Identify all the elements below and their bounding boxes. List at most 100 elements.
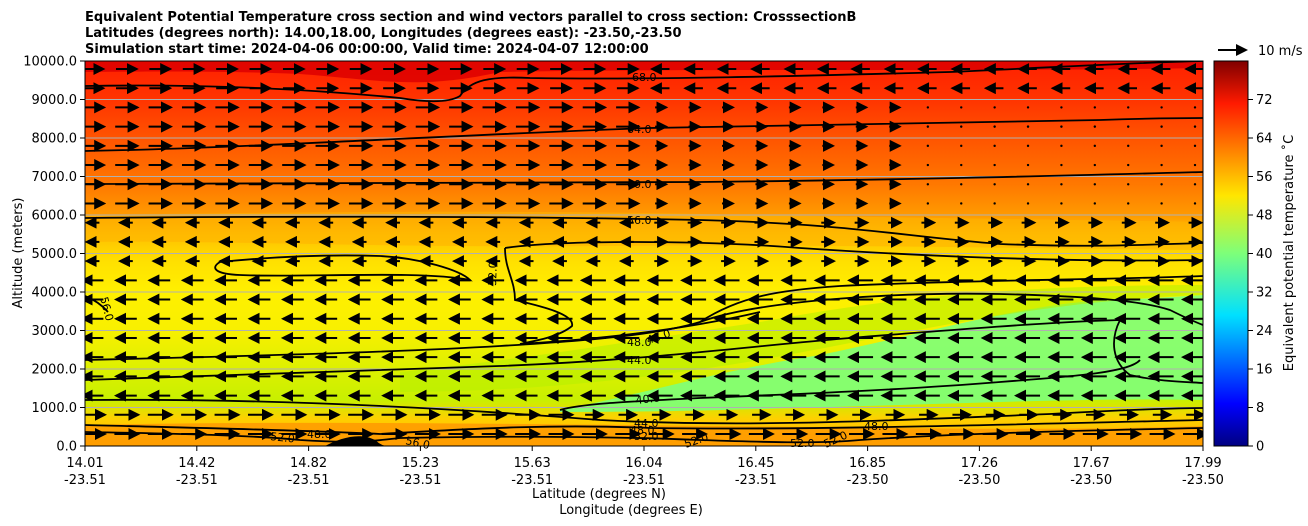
x-tick-label-lon: -23.51 (64, 473, 106, 488)
colorbar-tick-label: 8 (1256, 401, 1264, 416)
y-tick-label: 8000.0 (32, 132, 78, 147)
x-tick-label-lon: -23.50 (1070, 473, 1112, 488)
colorbar-tick-label: 24 (1256, 324, 1273, 339)
colorbar-tick-label: 0 (1256, 440, 1264, 455)
x-tick-label-lon: -23.51 (623, 473, 665, 488)
wind-vector (1160, 202, 1163, 205)
wind-vector (993, 106, 996, 109)
y-tick-label: 2000.0 (32, 363, 78, 378)
wind-vector (1026, 163, 1030, 167)
wind-vector (1127, 106, 1130, 109)
wind-vector (1127, 144, 1130, 148)
wind-vector (1193, 144, 1197, 148)
contour-label-48-a: 48.0 (627, 336, 652, 349)
wind-vector (1026, 125, 1030, 128)
contour-label-52-vertical: 52.0 (486, 261, 500, 286)
contour-label-48-low: 48.0 (630, 424, 655, 437)
wind-vector (926, 144, 930, 148)
contour-plot-area (85, 61, 1203, 446)
colorbar-tick-label: 72 (1256, 93, 1273, 108)
wind-vector (1026, 144, 1030, 148)
wind-vector (1127, 202, 1130, 205)
chart-title-line-1: Equivalent Potential Temperature cross s… (85, 10, 856, 25)
y-tick-label: 7000.0 (32, 170, 78, 185)
contour-label-48-left: 48.0 (307, 428, 332, 441)
x-tick-label-lat: 17.99 (1184, 456, 1221, 471)
wind-vector (993, 144, 996, 148)
x-tick-label-lon: -23.51 (735, 473, 777, 488)
x-axis: 14.01 -23.51 14.42 -23.51 14.82 -23.51 15.23 -2… (64, 446, 1224, 488)
contour-label-64: 64.0 (627, 123, 652, 136)
y-tick-label: 6000.0 (32, 209, 78, 224)
x-tick-label-lat: 15.23 (402, 456, 439, 471)
wind-vector (1160, 163, 1163, 167)
wind-vector (1060, 163, 1063, 167)
y-axis: 0.0 1000.0 2000.0 3000.0 4000.0 5000.0 6000.0 7… (23, 55, 85, 455)
contour-label-56-surface: 56.0 (404, 434, 431, 452)
wind-vector (1093, 163, 1097, 167)
chart-title-line-2: Latitudes (degrees north): 14.00,18.00, … (85, 26, 682, 41)
contour-label-52-left: 52.0 (270, 430, 296, 445)
wind-vectors (85, 63, 1203, 440)
wind-vector (1127, 163, 1130, 167)
wind-vector (1193, 125, 1197, 128)
wind-vector (1093, 183, 1097, 186)
y-tick-label: 5000.0 (32, 247, 78, 262)
wind-vector (1160, 144, 1163, 148)
chart-title-line-3: Simulation start time: 2024-04-06 00:00:… (85, 42, 649, 57)
wind-vector (960, 144, 963, 148)
contour-labels: 68.0 64.0 60.0 56.0 52.0 56.0 48.0 48.0 … (97, 71, 888, 452)
wind-vector (1193, 183, 1197, 186)
wind-vector (1093, 125, 1097, 128)
wind-vector (1160, 183, 1163, 186)
x-tick-label-lat: 14.42 (178, 456, 215, 471)
x-tick-label-lon: -23.51 (511, 473, 553, 488)
contour-label-56: 56.0 (627, 214, 652, 227)
x-tick-label-lon: -23.50 (1182, 473, 1224, 488)
x-tick-label-lat: 17.26 (961, 456, 998, 471)
wind-vector (1093, 202, 1097, 205)
contour-44 (85, 319, 1203, 384)
colorbar-gradient (1213, 60, 1249, 447)
contour-label-44: 44.0 (627, 354, 652, 367)
x-tick-label-lon: -23.51 (176, 473, 218, 488)
y-tick-label: 3000.0 (32, 324, 78, 339)
wind-vector (960, 183, 963, 186)
colorbar-tick-label: 16 (1256, 363, 1273, 378)
wind-vector (1026, 183, 1030, 186)
wind-vector (1060, 183, 1063, 186)
x-tick-label-lat: 16.85 (849, 456, 886, 471)
wind-vector (1026, 106, 1030, 109)
y-tick-label: 1000.0 (32, 401, 78, 416)
colorbar: 0 8 16 24 32 40 48 56 64 72 Equivalent potential … (1213, 60, 1297, 455)
wind-vector (1160, 125, 1163, 128)
wind-vector (1060, 202, 1063, 205)
wind-vector (960, 163, 963, 167)
contour-label-68: 68.0 (632, 71, 657, 84)
contour-label-56-left: 56.0 (97, 295, 116, 322)
filled-contour-band-orange (85, 211, 1203, 250)
colorbar-label: Equivalent potential temperature ˚C (1281, 135, 1297, 371)
quiver-key-label: 10 m/s (1258, 44, 1303, 59)
x-axis-label-2: Longitude (degrees E) (559, 503, 703, 518)
x-tick-label-lat: 17.67 (1073, 456, 1110, 471)
wind-vector (993, 125, 996, 128)
colorbar-tick-label: 64 (1256, 132, 1273, 147)
wind-vector (993, 183, 996, 186)
x-axis-label: Latitude (degrees N) (532, 487, 666, 502)
wind-vector (926, 125, 930, 128)
wind-vector (1193, 163, 1197, 167)
wind-vector (1060, 144, 1063, 148)
x-tick-label-lat: 16.04 (625, 456, 662, 471)
contour-label-60: 60.0 (627, 178, 652, 191)
wind-vector (1093, 106, 1097, 109)
wind-vector (960, 125, 963, 128)
wind-vector (1193, 202, 1197, 205)
wind-vector (960, 106, 963, 109)
contour-48-low (85, 419, 1203, 435)
contour-label-44-low: 44.0 (634, 417, 659, 430)
wind-vector (1127, 183, 1130, 186)
x-tick-label-lon: -23.51 (399, 473, 441, 488)
y-tick-label: 0.0 (56, 440, 77, 455)
